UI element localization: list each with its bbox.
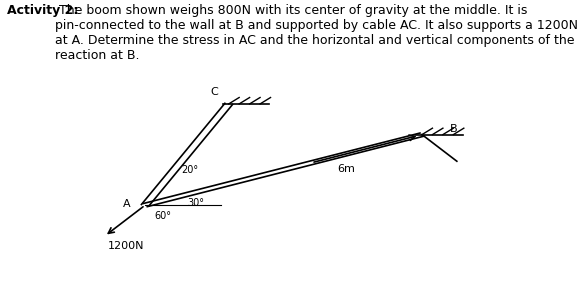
Text: The boom shown weighs 800N with its center of gravity at the middle. It is
pin-c: The boom shown weighs 800N with its cent…: [55, 4, 581, 62]
Text: Activity 2:: Activity 2:: [7, 4, 78, 17]
Text: 6m: 6m: [337, 164, 355, 174]
Text: B: B: [450, 124, 458, 135]
Text: 60°: 60°: [154, 211, 171, 221]
Text: 30°: 30°: [187, 198, 204, 208]
Text: 20°: 20°: [181, 166, 198, 175]
Text: 1200N: 1200N: [107, 241, 144, 251]
Text: C: C: [210, 87, 218, 97]
Text: A: A: [123, 199, 131, 209]
